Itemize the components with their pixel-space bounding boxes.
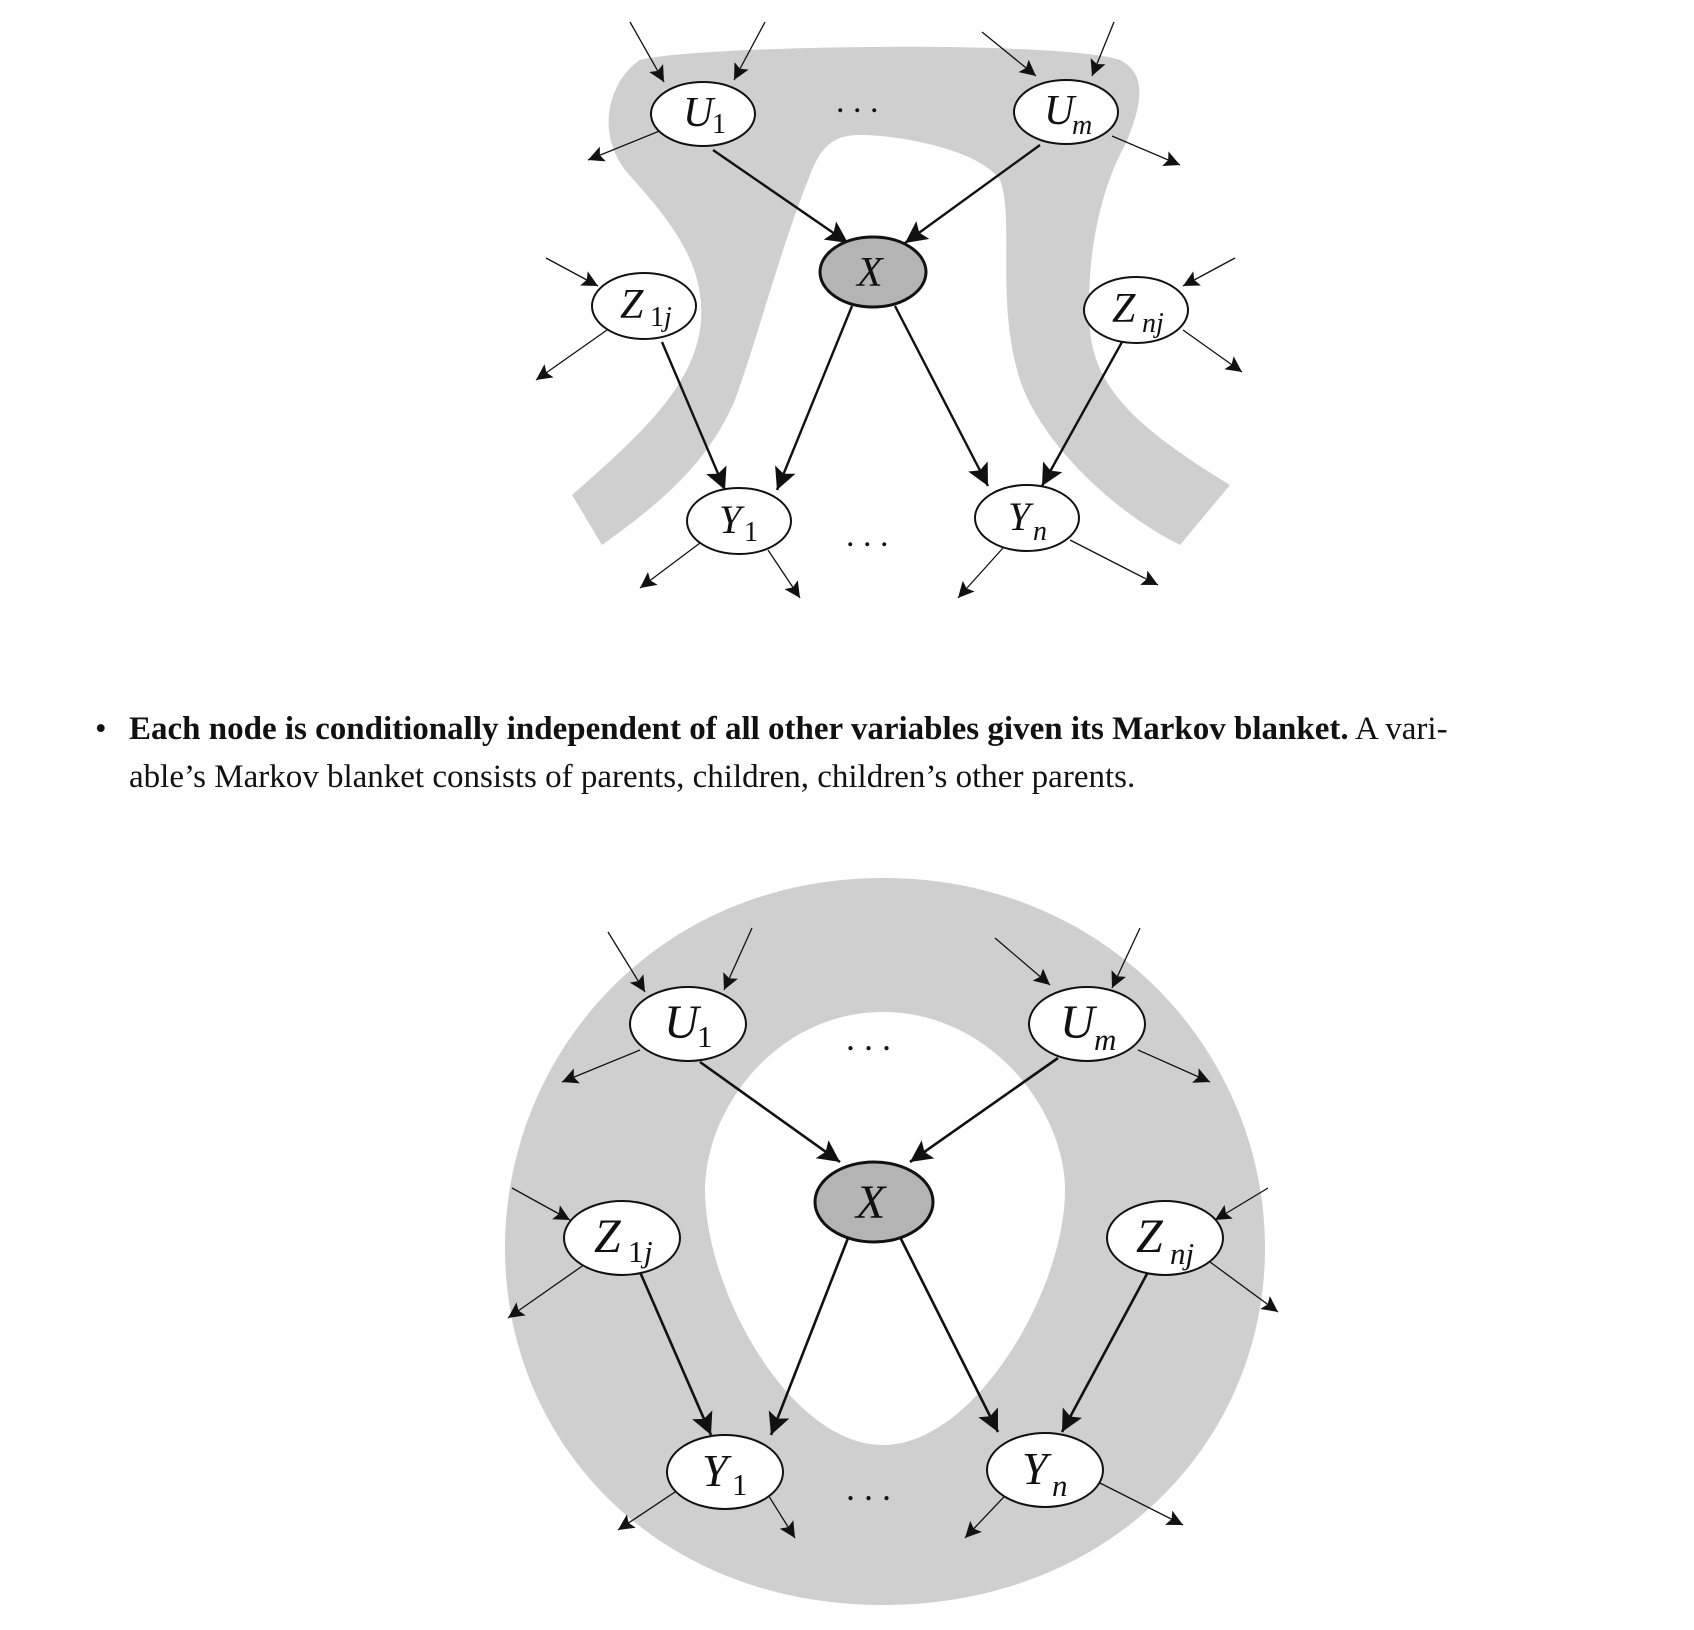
svg-text:1: 1 [732,1467,748,1502]
svg-text:U: U [1044,88,1077,134]
svg-text:Y: Y [702,1445,732,1496]
node-yn: Y n [974,484,1080,552]
node-znj: Z nj [1083,276,1189,344]
bullet-text: Each node is conditionally independent o… [129,705,1629,801]
diagram-markov-blanket: U 1 U m X Z 1 j Z nj Y 1 Y [505,878,1279,1605]
svg-text:Y: Y [1022,1443,1052,1494]
graph-edges [660,144,1124,491]
svg-text:j: j [661,302,672,333]
ellipsis-children: . . . [846,1468,891,1508]
svg-text:Z: Z [1136,1210,1164,1263]
svg-text:1: 1 [628,1234,644,1269]
graph-edges [638,1056,1150,1436]
svg-text:X: X [855,250,885,296]
ellipsis-parents: . . . [836,83,879,120]
svg-text:n: n [1052,1468,1068,1503]
ellipsis-parents: . . . [846,1018,891,1058]
node-y1: Y 1 [686,487,792,555]
svg-text:U: U [1060,996,1098,1049]
svg-text:U: U [664,996,702,1049]
svg-text:nj: nj [1170,1236,1194,1271]
node-x: X [818,235,928,309]
node-z1j: Z 1 j [563,1200,681,1276]
node-x: X [813,1160,935,1244]
node-um: U m [1013,79,1119,145]
svg-text:1: 1 [712,109,726,140]
svg-text:Y: Y [719,497,745,542]
shaded-region [572,46,1230,545]
svg-text:nj: nj [1142,308,1164,339]
node-u1: U 1 [629,986,747,1062]
svg-text:X: X [854,1176,887,1229]
external-arrows [535,21,1243,599]
svg-text:j: j [640,1234,653,1269]
node-u1: U 1 [650,81,756,147]
node-um: U m [1028,986,1146,1062]
svg-text:1: 1 [744,517,758,548]
diagram-parents-children: U 1 U m X Z 1 j Z nj Y 1 Y [535,21,1243,599]
node-yn: Y n [986,1432,1104,1508]
bullet-marker: • [95,711,107,747]
svg-text:Z: Z [620,282,644,328]
graph-nodes: U 1 U m X Z 1 j Z nj Y 1 Y [591,79,1189,555]
svg-text:m: m [1094,1022,1116,1057]
svg-text:1: 1 [697,1019,713,1054]
svg-text:n: n [1033,516,1047,547]
svg-text:U: U [683,90,716,136]
svg-text:1: 1 [650,302,664,333]
bullet-bold-statement: Each node is conditionally independent o… [129,711,1349,747]
svg-text:Z: Z [594,1210,622,1263]
svg-text:Z: Z [1112,286,1136,332]
graph-nodes: U 1 U m X Z 1 j Z nj Y 1 Y [563,986,1224,1510]
svg-text:Y: Y [1008,494,1034,539]
node-znj: Z nj [1106,1200,1224,1276]
node-z1j: Z 1 j [591,272,697,340]
bullet-line1-rest: A vari- [1348,711,1448,747]
node-y1: Y 1 [666,1434,784,1510]
ellipsis-children: . . . [846,517,889,554]
bullet-line2: able’s Markov blanket consists of parent… [129,759,1136,795]
svg-text:m: m [1072,110,1092,141]
